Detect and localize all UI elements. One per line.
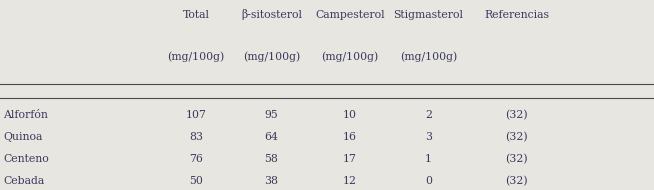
Text: 50: 50 <box>189 176 203 186</box>
Text: 95: 95 <box>264 110 279 120</box>
Text: Total: Total <box>182 10 210 20</box>
Text: 1: 1 <box>425 154 432 164</box>
Text: (32): (32) <box>506 154 528 164</box>
Text: 3: 3 <box>425 132 432 142</box>
Text: 76: 76 <box>189 154 203 164</box>
Text: (mg/100g): (mg/100g) <box>167 51 225 62</box>
Text: Quinoa: Quinoa <box>3 132 43 142</box>
Text: Referencias: Referencias <box>484 10 549 20</box>
Text: (mg/100g): (mg/100g) <box>321 51 379 62</box>
Text: Campesterol: Campesterol <box>315 10 385 20</box>
Text: 17: 17 <box>343 154 357 164</box>
Text: (32): (32) <box>506 132 528 142</box>
Text: (32): (32) <box>506 110 528 120</box>
Text: 12: 12 <box>343 176 357 186</box>
Text: (mg/100g): (mg/100g) <box>243 51 300 62</box>
Text: 10: 10 <box>343 110 357 120</box>
Text: β-sitosterol: β-sitosterol <box>241 10 302 21</box>
Text: Centeno: Centeno <box>3 154 49 164</box>
Text: 64: 64 <box>264 132 279 142</box>
Text: Stigmasterol: Stigmasterol <box>393 10 464 20</box>
Text: 83: 83 <box>189 132 203 142</box>
Text: 16: 16 <box>343 132 357 142</box>
Text: Alforfón: Alforfón <box>3 110 48 120</box>
Text: (32): (32) <box>506 176 528 186</box>
Text: 2: 2 <box>425 110 432 120</box>
Text: (mg/100g): (mg/100g) <box>400 51 457 62</box>
Text: 0: 0 <box>425 176 432 186</box>
Text: Cebada: Cebada <box>3 176 44 186</box>
Text: 58: 58 <box>264 154 279 164</box>
Text: 107: 107 <box>186 110 207 120</box>
Text: 38: 38 <box>264 176 279 186</box>
